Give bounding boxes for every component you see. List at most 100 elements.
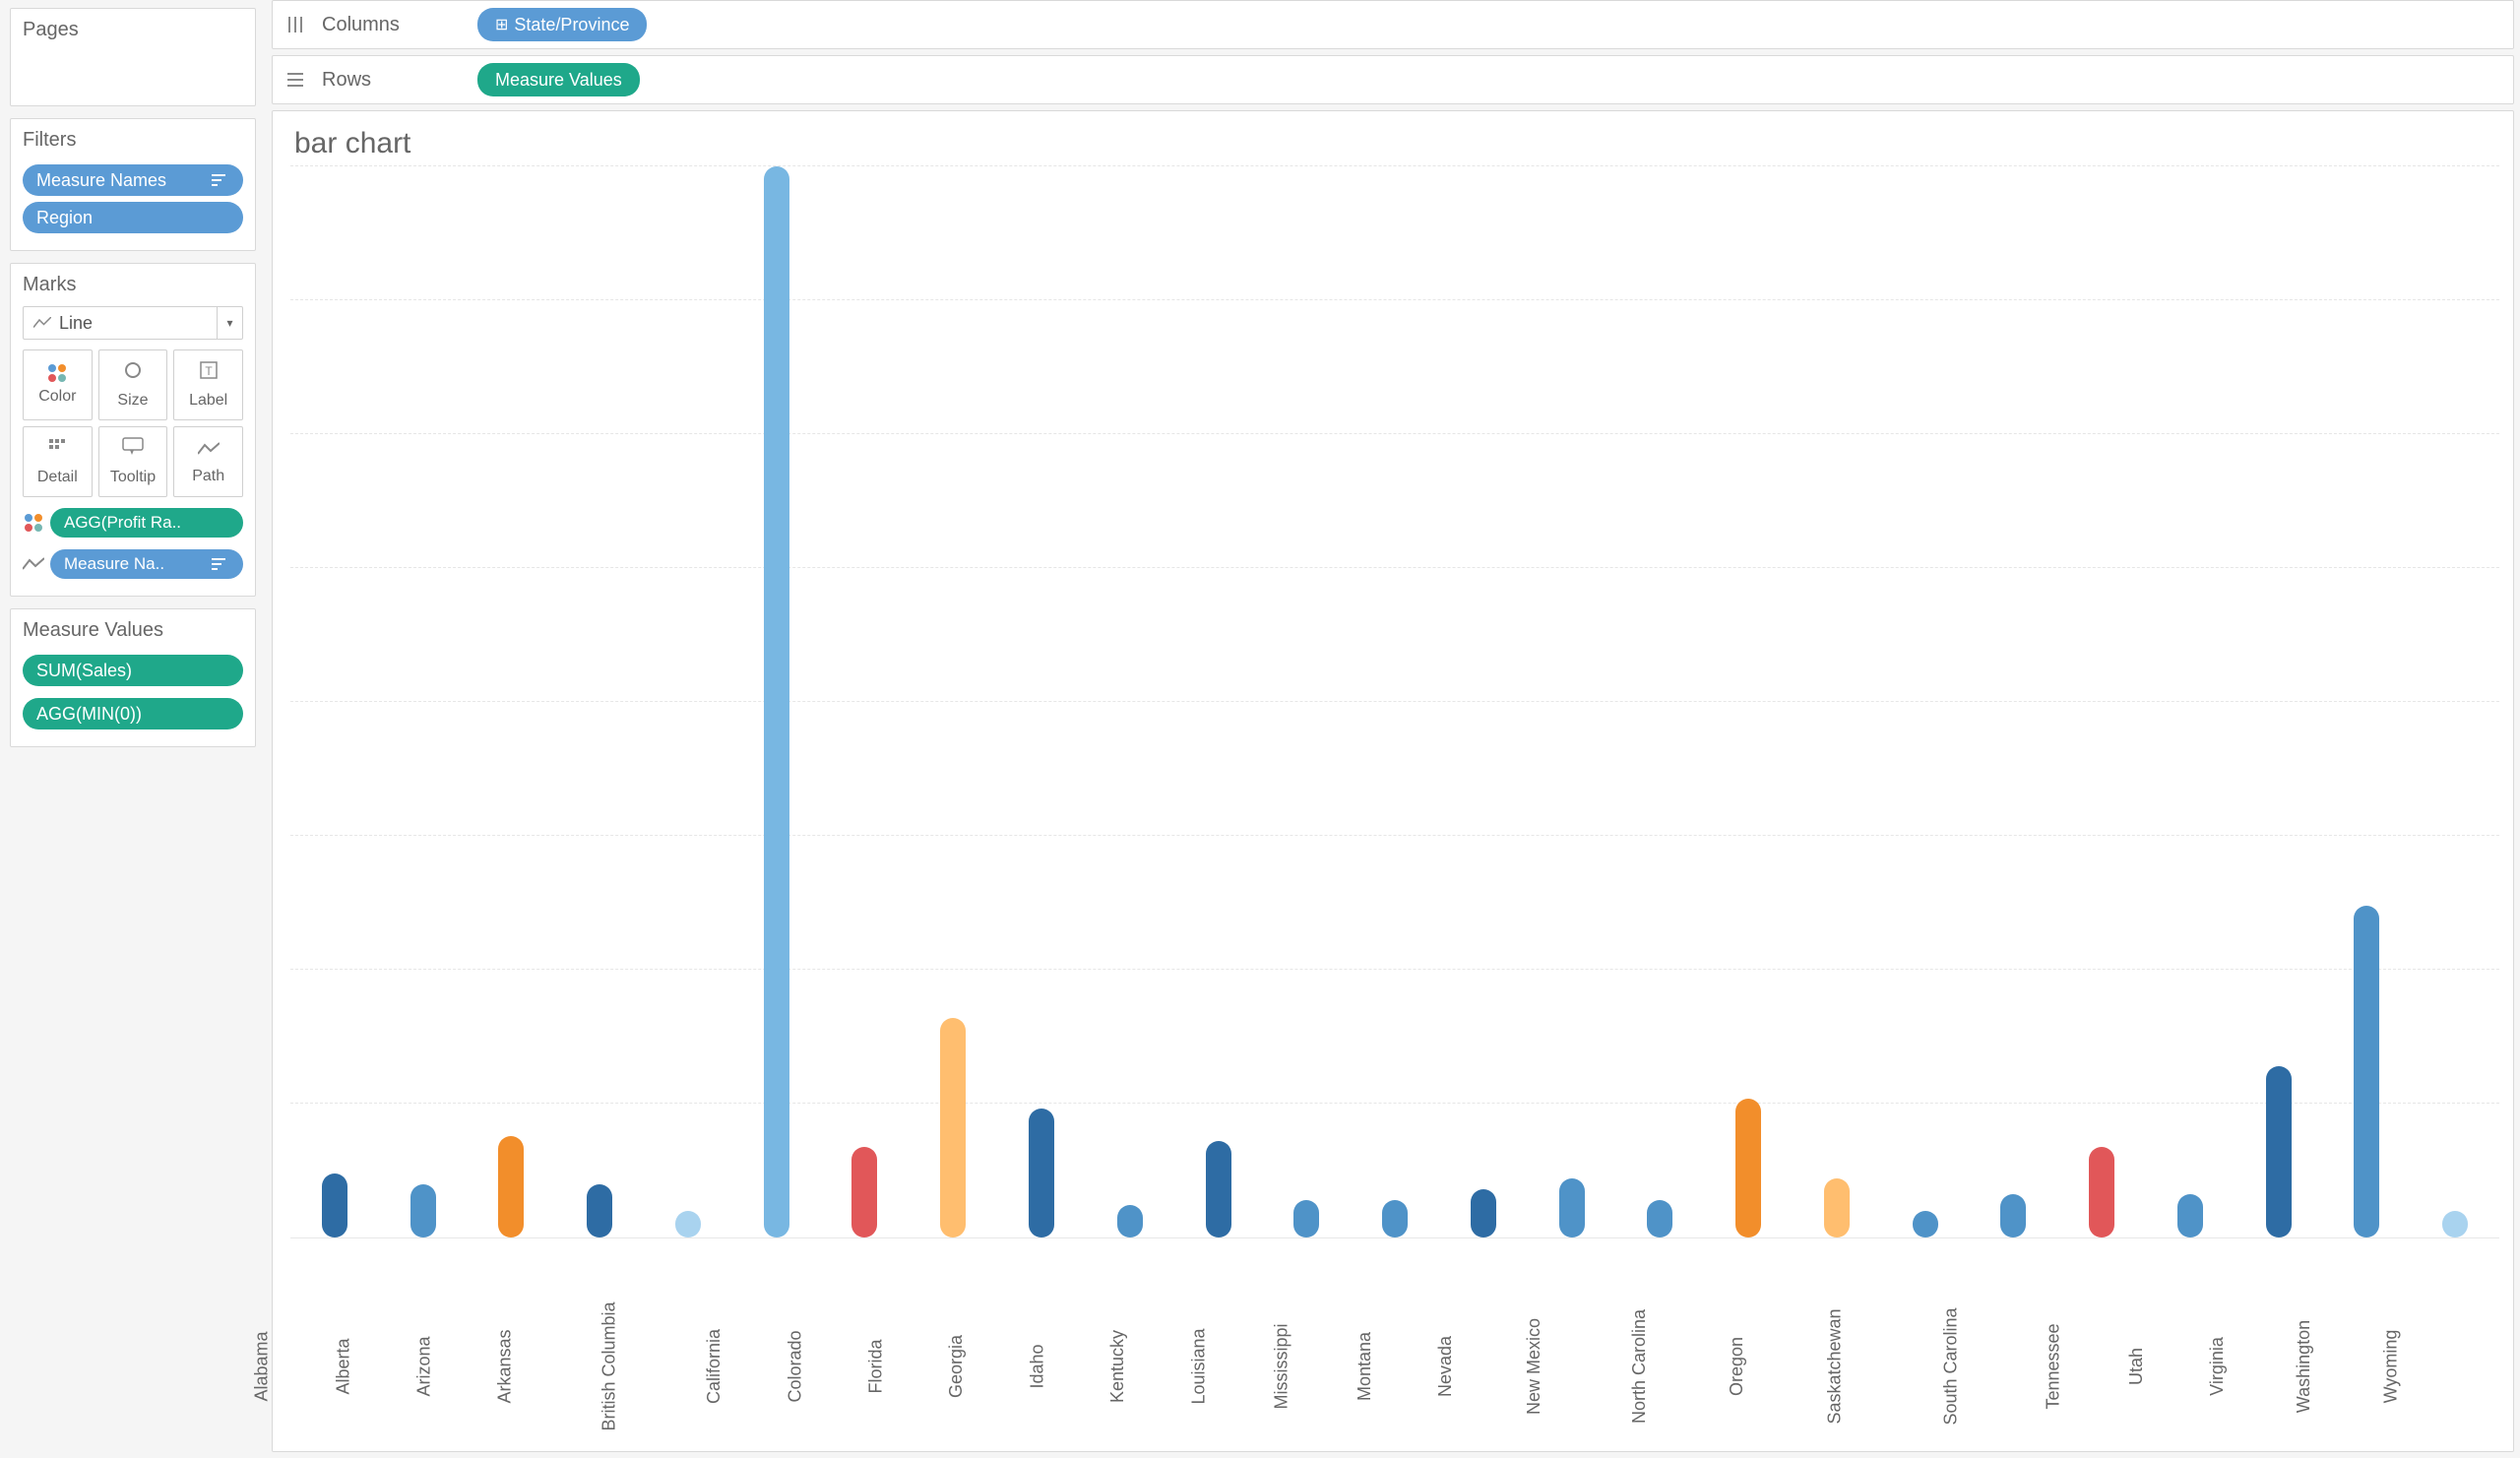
bar-slot (1704, 166, 1793, 1237)
pages-title: Pages (23, 19, 243, 41)
bar-idaho[interactable] (1117, 1205, 1143, 1237)
filter-pill-measure-names[interactable]: Measure Names (23, 164, 243, 196)
measure-value-pill-label: SUM(Sales) (36, 661, 132, 681)
bar-slot (1262, 166, 1351, 1237)
marks-pill-rows: AGG(Profit Ra.. Measure Na.. (23, 505, 243, 582)
marks-detail-button[interactable]: Detail (23, 426, 93, 497)
filters-title: Filters (23, 129, 243, 152)
bar-wyoming[interactable] (2442, 1211, 2468, 1237)
bar-slot (379, 166, 468, 1237)
size-icon (123, 360, 143, 386)
filter-pill-region[interactable]: Region (23, 202, 243, 233)
viz-canvas: bar chart AlabamaAlbertaArizonaArkansasB… (272, 110, 2514, 1452)
marks-label-button[interactable]: T Label (173, 349, 243, 420)
mark-type-label: Line (59, 313, 93, 334)
color-icon (48, 364, 66, 382)
columns-pill-state-province[interactable]: ⊞ State/Province (477, 8, 647, 41)
mark-type-select[interactable]: Line ▾ (23, 306, 243, 340)
filters-list: Measure Names Region (23, 161, 243, 236)
mark-type-select-value: Line (24, 313, 217, 334)
bar-slot (1528, 166, 1616, 1237)
bar-british-columbia[interactable] (675, 1211, 701, 1237)
rows-pill-measure-values[interactable]: Measure Values (477, 63, 640, 96)
bar-slot (2235, 166, 2323, 1237)
bar-alberta[interactable] (410, 1184, 436, 1237)
marks-size-button[interactable]: Size (98, 349, 168, 420)
bar-slot (290, 166, 379, 1237)
bar-utah[interactable] (2177, 1194, 2203, 1237)
measure-values-title: Measure Values (23, 619, 243, 642)
bar-montana[interactable] (1471, 1189, 1496, 1237)
bar-slot (1439, 166, 1528, 1237)
measure-value-pill[interactable]: AGG(MIN(0)) (23, 698, 243, 729)
columns-shelf[interactable]: Columns ⊞ State/Province (272, 0, 2514, 49)
bar-washington[interactable] (2354, 906, 2379, 1237)
marks-card: Marks Line ▾ Color Size T Label Detail Toolti… (10, 263, 256, 597)
rows-label: Rows (322, 69, 460, 92)
bar-virginia[interactable] (2266, 1066, 2292, 1237)
marks-btn-label: Label (189, 392, 227, 410)
marks-btn-label: Color (38, 388, 76, 406)
bar-colorado[interactable] (851, 1147, 877, 1237)
main: Columns ⊞ State/Province Rows Measure Va… (266, 0, 2520, 1458)
bar-tennessee[interactable] (2089, 1147, 2114, 1237)
measure-values-card: Measure Values SUM(Sales) AGG(MIN(0)) (10, 608, 256, 747)
bar-oregon[interactable] (1824, 1178, 1850, 1237)
marks-btn-label: Size (117, 392, 148, 410)
columns-label: Columns (322, 14, 460, 36)
bar-arkansas[interactable] (587, 1184, 612, 1237)
line-icon (33, 317, 51, 329)
marks-title: Marks (23, 274, 243, 296)
bar-louisiana[interactable] (1293, 1200, 1319, 1237)
bar-slot (1881, 166, 1970, 1237)
x-axis: AlabamaAlbertaArizonaArkansasBritish Col… (290, 1238, 2499, 1445)
filter-pill-label: Measure Names (36, 170, 166, 191)
marks-buttons-grid: Color Size T Label Detail TooltipPath (23, 349, 243, 497)
marks-btn-label: Detail (37, 469, 78, 486)
measure-value-pill[interactable]: SUM(Sales) (23, 655, 243, 686)
bar-nevada[interactable] (1559, 1178, 1585, 1237)
sidebar: Pages Filters Measure Names Region Marks … (0, 0, 266, 1458)
bar-north-carolina[interactable] (1735, 1099, 1761, 1237)
bar-south-carolina[interactable] (2000, 1194, 2026, 1237)
marks-encoding-pill[interactable]: AGG(Profit Ra.. (50, 508, 243, 538)
bar-slot (997, 166, 1086, 1237)
label-icon: T (199, 360, 219, 386)
marks-encoding-pill[interactable]: Measure Na.. (50, 549, 243, 579)
bar-slot (732, 166, 821, 1237)
marks-color-button[interactable]: Color (23, 349, 93, 420)
bar-slot (1086, 166, 1174, 1237)
bar-slot (2146, 166, 2235, 1237)
marks-path-button[interactable]: Path (173, 426, 243, 497)
bar-slot (2411, 166, 2499, 1237)
sort-icon (212, 557, 229, 571)
bar-new-mexico[interactable] (1647, 1200, 1672, 1237)
path-icon (198, 439, 220, 462)
bar-slot (2057, 166, 2146, 1237)
bar-slot (1970, 166, 2058, 1237)
bar-chart-plot[interactable] (290, 166, 2499, 1238)
bar-kentucky[interactable] (1206, 1141, 1231, 1237)
bar-slot (555, 166, 644, 1237)
bar-alabama[interactable] (322, 1173, 347, 1237)
path-icon (23, 557, 44, 571)
chevron-down-icon[interactable]: ▾ (217, 307, 242, 339)
rows-shelf[interactable]: Rows Measure Values (272, 55, 2514, 104)
marks-tooltip-button[interactable]: Tooltip (98, 426, 168, 497)
sort-icon (212, 173, 229, 187)
columns-pill-label: State/Province (514, 15, 629, 35)
bar-saskatchewan[interactable] (1913, 1211, 1938, 1237)
bar-california[interactable] (764, 166, 789, 1237)
marks-encoding-row: Measure Na.. (23, 546, 243, 582)
app-root: Pages Filters Measure Names Region Marks … (0, 0, 2520, 1458)
expand-icon: ⊞ (495, 15, 508, 34)
bar-slot (2323, 166, 2412, 1237)
bar-arizona[interactable] (498, 1136, 524, 1237)
plot-wrap: AlabamaAlbertaArizonaArkansasBritish Col… (290, 166, 2499, 1445)
bar-slot (909, 166, 997, 1237)
bar-florida[interactable] (940, 1018, 966, 1237)
tooltip-icon (122, 437, 144, 463)
columns-icon (286, 16, 304, 33)
bar-mississippi[interactable] (1382, 1200, 1408, 1237)
bar-georgia[interactable] (1029, 1109, 1054, 1237)
